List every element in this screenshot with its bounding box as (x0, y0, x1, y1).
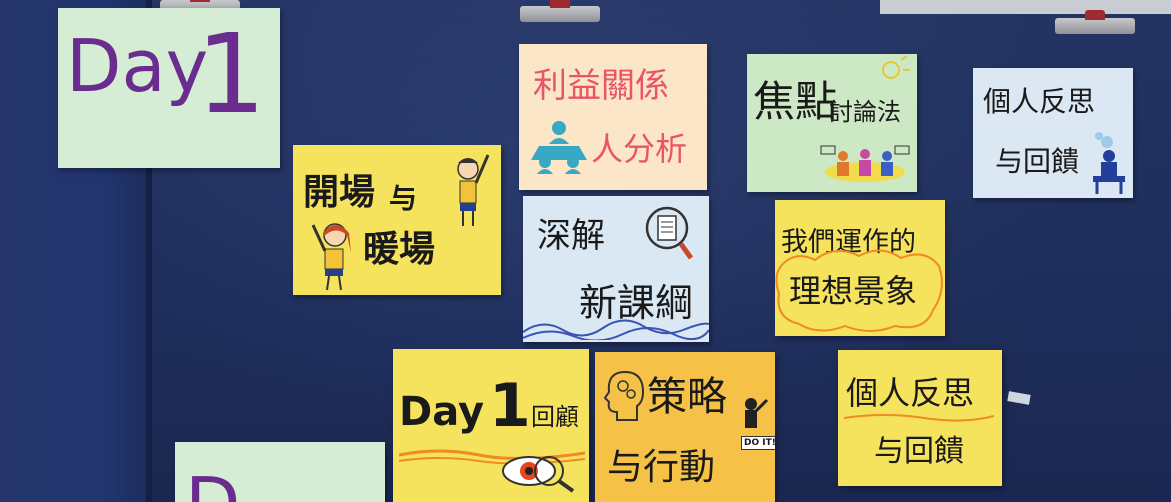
reflection1-line1: 個人反思 (983, 85, 1096, 118)
thinking-person-icon (1093, 132, 1125, 194)
note-strategy: 策略 与行動 DO IT! (595, 352, 775, 502)
wall-strip (880, 0, 1171, 14)
review-day: Day (399, 389, 485, 435)
note-curriculum: 深解 新課綱 (523, 196, 709, 342)
girl-stretching-icon (311, 223, 351, 291)
note-opening: 開場 与 暖場 (293, 145, 501, 295)
note-stakeholder: 利益關係 人分析 (519, 44, 707, 190)
strategy-line2: 与行動 (607, 447, 716, 488)
stakeholder-line1: 利益關係 (533, 66, 669, 106)
focus-big: 焦點 (753, 77, 838, 126)
curriculum-line2: 新課綱 (579, 281, 694, 325)
reflection2-line2: 与回饋 (874, 434, 964, 469)
opening-mid: 与 (389, 182, 418, 215)
reflection2-underline (844, 414, 994, 422)
strategy-line1: 策略 (647, 374, 727, 420)
day1-number: 1 (196, 10, 266, 138)
do-it-badge: DO IT! (741, 436, 775, 450)
note-reflection-2: 個人反思 与回饋 (838, 350, 1002, 486)
lightbulb-icon (882, 55, 910, 79)
focus-small: 討論法 (829, 98, 901, 126)
day1-label: Day (66, 24, 209, 108)
review-number: 1 (489, 371, 531, 441)
binder-clip (1055, 10, 1135, 34)
board-seam (146, 0, 152, 502)
note-day2-partial: D (175, 442, 385, 502)
blue-wave-decoration (523, 319, 709, 340)
reflection2-line1: 個人反思 (846, 374, 975, 412)
orange-cloud-decoration (775, 249, 943, 332)
curriculum-line1: 深解 (537, 216, 605, 256)
note-review: Day 1 回顧 (393, 349, 589, 502)
note-day1: Day 1 (58, 8, 280, 168)
brain-head-icon (603, 370, 645, 421)
discussion-group-icon (820, 145, 910, 182)
eye-magnifier-icon (502, 456, 575, 493)
reflection1-line2: 与回饋 (995, 145, 1080, 178)
day2-label: D (185, 462, 240, 502)
review-suffix: 回顧 (531, 403, 579, 431)
note-focus: 焦點 討論法 (747, 54, 917, 192)
person-pointing-icon (745, 398, 769, 428)
ideal-line2: 理想景象 (789, 272, 918, 310)
opening-line1: 開場 (303, 172, 376, 213)
note-ideal: 我們運作的 理想景象 (775, 200, 945, 336)
opening-line2: 暖場 (363, 229, 436, 270)
note-reflection-1: 個人反思 与回饋 (973, 68, 1133, 198)
document-magnifier-icon (645, 206, 694, 260)
stretching-person-icon (457, 154, 490, 226)
people-group-icon (531, 121, 587, 174)
binder-clip (520, 0, 600, 22)
stakeholder-line2: 人分析 (591, 130, 688, 168)
